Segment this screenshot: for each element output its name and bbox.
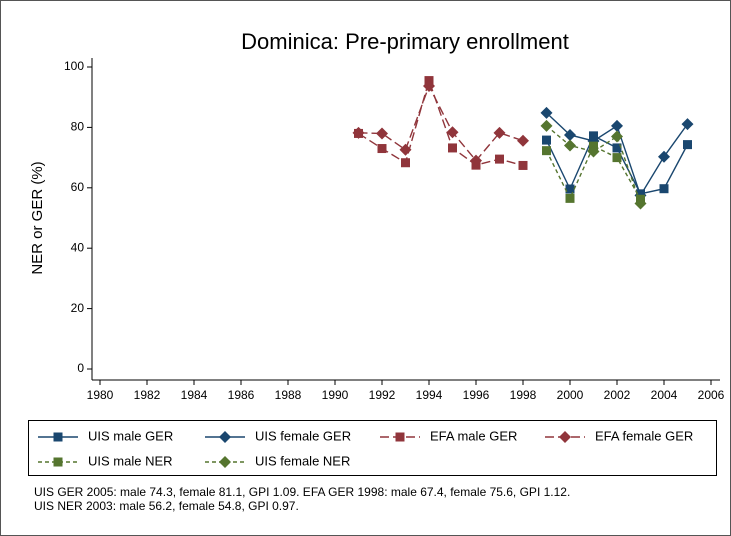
marker bbox=[612, 153, 622, 163]
marker bbox=[681, 118, 694, 131]
series-line bbox=[358, 84, 524, 162]
marker bbox=[352, 126, 365, 139]
series-line bbox=[545, 145, 642, 201]
marker bbox=[611, 130, 623, 143]
y-axis-title: NER or GER (%) bbox=[29, 161, 46, 274]
legend-label: EFA female GER bbox=[595, 428, 693, 443]
marker bbox=[399, 143, 412, 156]
marker bbox=[446, 126, 459, 139]
marker bbox=[587, 145, 600, 158]
x-tick-label: 1992 bbox=[369, 388, 396, 402]
marker bbox=[612, 143, 622, 153]
marker bbox=[517, 134, 529, 147]
marker bbox=[559, 431, 571, 443]
x-tick-label: 1986 bbox=[228, 388, 255, 402]
legend-box bbox=[28, 420, 717, 476]
marker bbox=[377, 144, 387, 154]
x-tick-label: 2000 bbox=[557, 388, 584, 402]
legend-label: UIS female NER bbox=[255, 453, 350, 468]
y-tick-label: 80 bbox=[71, 120, 85, 134]
x-tick-label: 2006 bbox=[698, 388, 725, 402]
marker bbox=[376, 127, 388, 140]
x-tick-label: 1996 bbox=[463, 388, 490, 402]
x-tick-label: 1994 bbox=[416, 388, 443, 402]
marker bbox=[495, 154, 504, 164]
marker bbox=[423, 80, 435, 93]
legend-label: UIS male GER bbox=[88, 428, 173, 443]
y-tick-label: 60 bbox=[71, 180, 85, 194]
y-tick-label: 40 bbox=[71, 240, 85, 254]
x-tick-label: 1984 bbox=[181, 388, 208, 402]
note: UIS GER 2005: male 74.3, female 81.1, GP… bbox=[34, 485, 570, 499]
marker bbox=[518, 160, 528, 170]
x-tick-label: 1982 bbox=[134, 388, 161, 402]
marker bbox=[219, 456, 231, 468]
chart-title: Dominica: Pre-primary enrollment bbox=[241, 29, 569, 54]
x-tick-label: 1998 bbox=[510, 388, 537, 402]
x-tick-label: 2002 bbox=[604, 388, 631, 402]
marker bbox=[611, 119, 623, 132]
marker bbox=[565, 184, 575, 194]
legend-label: EFA male GER bbox=[430, 428, 517, 443]
x-tick-label: 1980 bbox=[87, 388, 114, 402]
x-tick-label: 1990 bbox=[322, 388, 349, 402]
legend-label: UIS male NER bbox=[88, 453, 173, 468]
legend-label: UIS female GER bbox=[255, 428, 351, 443]
marker bbox=[493, 126, 506, 139]
marker bbox=[683, 140, 692, 150]
marker bbox=[565, 193, 575, 203]
marker bbox=[542, 146, 551, 156]
marker bbox=[401, 158, 410, 168]
y-tick-label: 20 bbox=[71, 301, 85, 315]
marker bbox=[395, 432, 405, 442]
marker bbox=[634, 197, 647, 210]
marker bbox=[659, 184, 669, 194]
marker bbox=[448, 143, 457, 153]
y-tick-label: 0 bbox=[77, 361, 84, 375]
marker bbox=[540, 106, 553, 119]
marker bbox=[540, 119, 553, 132]
marker bbox=[219, 431, 231, 443]
marker bbox=[564, 139, 576, 152]
marker bbox=[470, 154, 482, 167]
marker bbox=[542, 135, 551, 145]
x-tick-label: 2004 bbox=[651, 388, 678, 402]
marker bbox=[53, 432, 63, 442]
marker bbox=[564, 128, 576, 141]
y-tick-label: 100 bbox=[64, 59, 84, 73]
note: UIS NER 2003: male 56.2, female 54.8, GP… bbox=[34, 499, 299, 513]
marker bbox=[658, 150, 670, 163]
marker bbox=[53, 457, 63, 467]
series-line bbox=[546, 125, 642, 204]
x-tick-label: 1988 bbox=[275, 388, 302, 402]
